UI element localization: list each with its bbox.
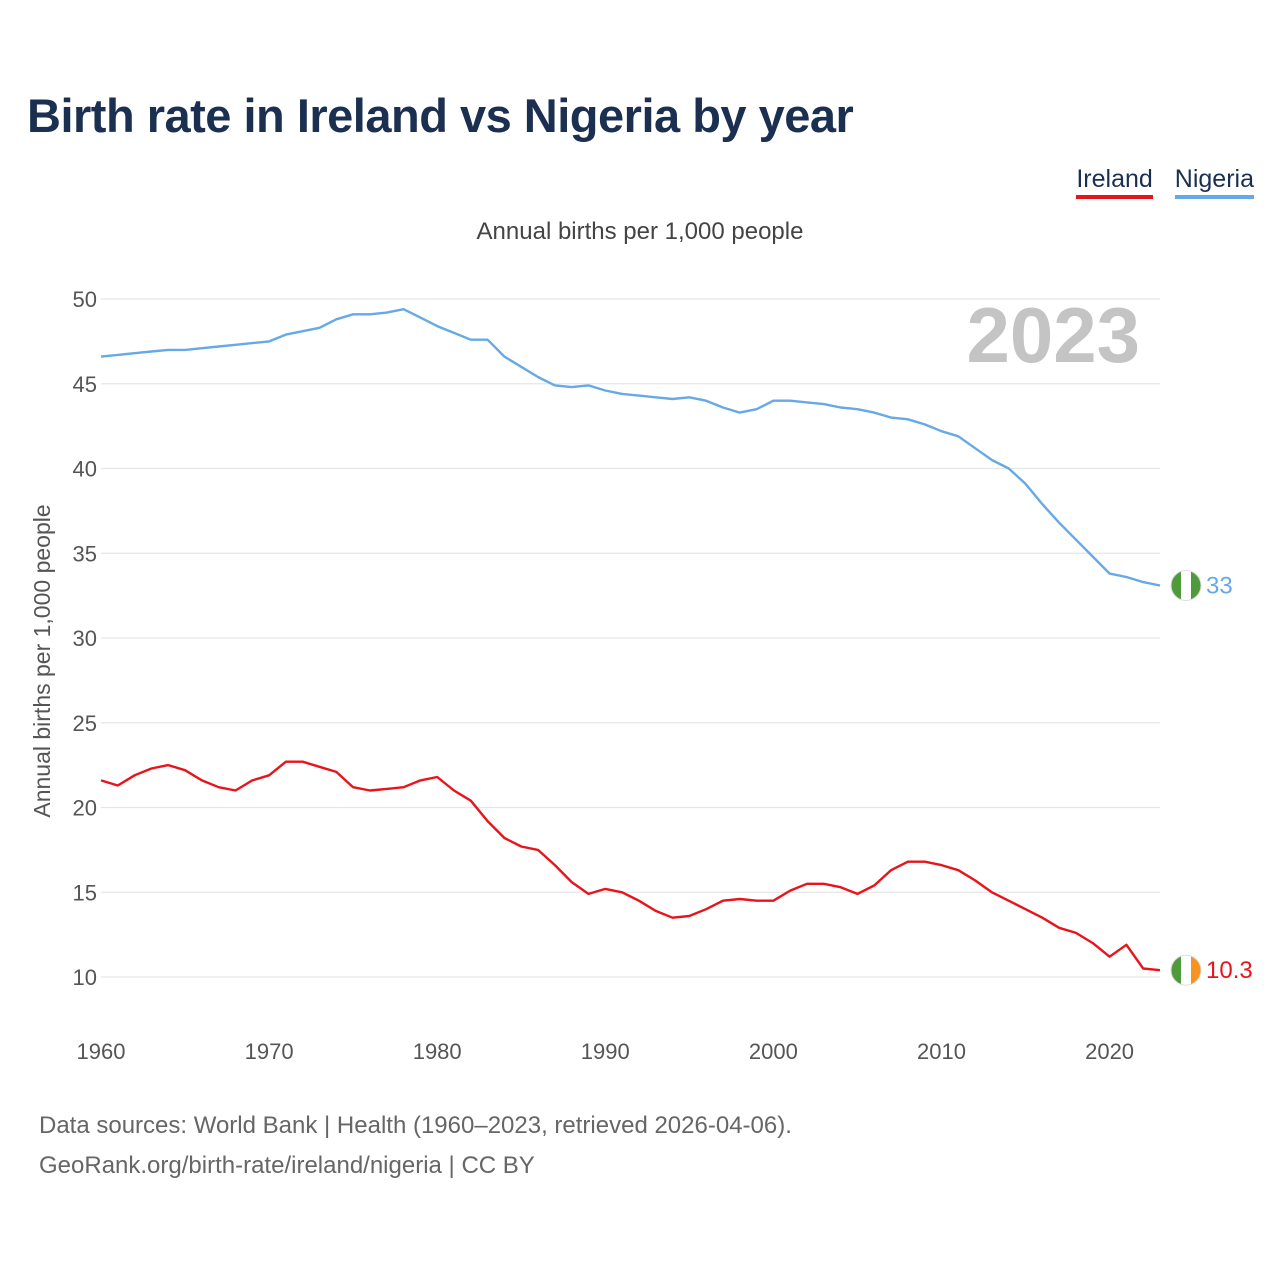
footer: Data sources: World Bank | Health (1960–… bbox=[39, 1106, 792, 1186]
end-label-ireland: 10.3 bbox=[1206, 957, 1253, 984]
line-chart: 10 15 20 25 30 35 40 45 50 1960 1970 1980 1990 2000 2… bbox=[29, 287, 1253, 1064]
ireland-flag-icon bbox=[1171, 955, 1201, 986]
grid-lines bbox=[101, 298, 1160, 978]
end-label-nigeria: 33 bbox=[1206, 572, 1233, 599]
y-axis-ticks: 10 15 20 25 30 35 40 45 50 bbox=[73, 287, 97, 990]
x-tick-label: 1980 bbox=[413, 1039, 462, 1064]
nigeria-flag-icon bbox=[1171, 570, 1201, 601]
x-tick-label: 1970 bbox=[245, 1039, 294, 1064]
x-tick-label: 2020 bbox=[1085, 1039, 1134, 1064]
legend: Ireland Nigeria bbox=[1076, 166, 1254, 199]
x-axis-ticks: 1960 1970 1980 1990 2000 2010 2020 bbox=[77, 1039, 1135, 1064]
y-tick-label: 45 bbox=[73, 372, 97, 397]
ireland-flag-outline bbox=[1170, 954, 1202, 986]
x-tick-label: 2010 bbox=[917, 1039, 966, 1064]
y-tick-label: 10 bbox=[73, 965, 97, 990]
y-tick-label: 20 bbox=[73, 796, 97, 821]
y-tick-label: 35 bbox=[73, 541, 97, 566]
y-tick-label: 40 bbox=[73, 457, 97, 482]
y-tick-label: 50 bbox=[73, 287, 97, 312]
x-tick-label: 2000 bbox=[749, 1039, 798, 1064]
chart-subtitle: Annual births per 1,000 people bbox=[476, 218, 804, 245]
series-endpoints: 33 10.3 bbox=[1170, 569, 1253, 986]
series-line-nigeria bbox=[100, 308, 1161, 587]
footer-sources: Data sources: World Bank | Health (1960–… bbox=[39, 1112, 792, 1139]
footer-link[interactable]: GeoRank.org/birth-rate/ireland/nigeria |… bbox=[39, 1152, 535, 1179]
series-lines bbox=[100, 308, 1161, 972]
nigeria-flag-outline bbox=[1170, 569, 1202, 601]
x-tick-label: 1960 bbox=[77, 1039, 126, 1064]
y-tick-label: 15 bbox=[73, 880, 97, 905]
y-axis-title: Annual births per 1,000 people bbox=[29, 504, 55, 817]
legend-item-nigeria[interactable]: Nigeria bbox=[1174, 166, 1254, 199]
y-tick-label: 25 bbox=[73, 711, 97, 736]
series-line-ireland bbox=[100, 760, 1161, 972]
year-watermark: 2023 bbox=[966, 291, 1140, 379]
y-tick-label: 30 bbox=[73, 626, 97, 651]
x-tick-label: 1990 bbox=[581, 1039, 630, 1064]
legend-item-ireland[interactable]: Ireland bbox=[1076, 166, 1153, 199]
chart-title: Birth rate in Ireland vs Nigeria by year bbox=[27, 89, 854, 142]
